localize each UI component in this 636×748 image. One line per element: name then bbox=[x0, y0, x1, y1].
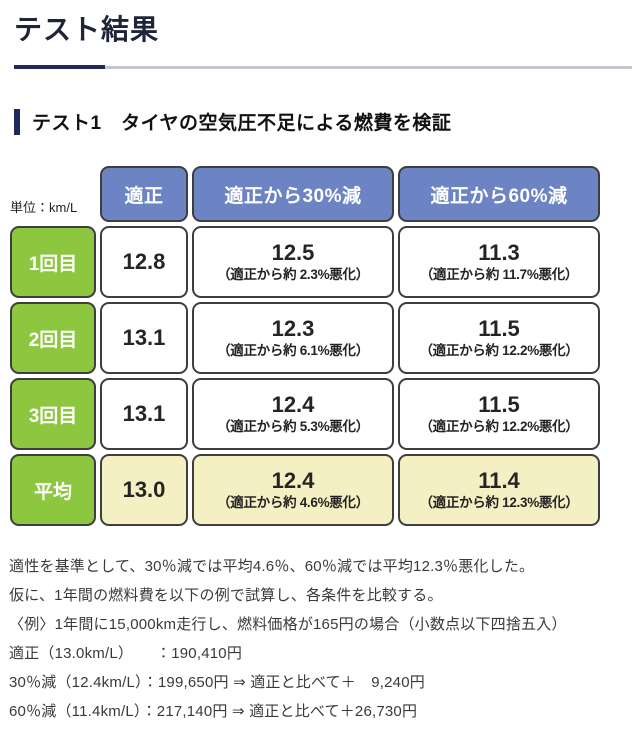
note-cost-proper: 適正（13.0km/L） ：190,410円 bbox=[9, 645, 243, 662]
value: 11.5 bbox=[478, 316, 520, 341]
section-heading: テスト1 タイヤの空気圧不足による燃費を検証 bbox=[14, 108, 451, 135]
column-header-minus30: 適正から30%減 bbox=[192, 166, 394, 222]
value-note: （適正から約 12.2%悪化） bbox=[419, 419, 579, 434]
page-title: テスト結果 bbox=[14, 14, 160, 45]
note-example-conditions: 〈例〉1年間に15,000km走行し、燃料価格が165円の場合（小数点以下四捨五… bbox=[9, 616, 567, 633]
table-cell-minus30-2: 12.3 （適正から約 6.1%悪化） bbox=[192, 302, 394, 374]
note-cost-minus30: 30％減（12.4km/L）：199,650円 ⇒ 適正と比べて＋ 9,240円 bbox=[9, 674, 425, 691]
value: 11.4 bbox=[478, 468, 520, 493]
value: 12.5 bbox=[271, 240, 315, 265]
value-note: （適正から約 12.2%悪化） bbox=[419, 343, 579, 358]
section-heading-text: テスト1 タイヤの空気圧不足による燃費を検証 bbox=[32, 113, 452, 134]
value-note: （適正から約 4.6%悪化） bbox=[217, 495, 369, 510]
table-cell-proper-3: 13.1 bbox=[100, 378, 188, 450]
unit-cell: 単位：km/L bbox=[10, 166, 96, 222]
table-cell-minus60-1: 11.3 （適正から約 11.7%悪化） bbox=[398, 226, 600, 298]
value: 13.1 bbox=[122, 401, 166, 426]
value-note: （適正から約 5.3%悪化） bbox=[217, 419, 369, 434]
table-cell-minus30-3: 12.4 （適正から約 5.3%悪化） bbox=[192, 378, 394, 450]
value-note: （適正から約 11.7%悪化） bbox=[419, 267, 579, 282]
title-underline-rest bbox=[105, 66, 632, 69]
value: 11.3 bbox=[478, 240, 520, 265]
value: 13.0 bbox=[122, 477, 166, 502]
value: 12.8 bbox=[122, 249, 166, 274]
table-cell-minus60-3: 11.5 （適正から約 12.2%悪化） bbox=[398, 378, 600, 450]
value: 12.3 bbox=[271, 316, 315, 341]
value: 12.4 bbox=[271, 468, 315, 493]
value-note: （適正から約 6.1%悪化） bbox=[217, 343, 369, 358]
value: 12.4 bbox=[271, 392, 315, 417]
note-summary: 適性を基準として、30％減では平均4.6％、60％減では平均12.3％悪化した。 bbox=[9, 558, 535, 575]
title-underline-accent bbox=[14, 65, 105, 69]
value-note: （適正から約 2.3%悪化） bbox=[217, 267, 369, 282]
table-cell-proper-2: 13.1 bbox=[100, 302, 188, 374]
column-header-minus60: 適正から60%減 bbox=[398, 166, 600, 222]
row-label-3: 3回目 bbox=[10, 378, 96, 450]
value: 13.1 bbox=[122, 325, 166, 350]
column-header-proper: 適正 bbox=[100, 166, 188, 222]
table-cell-proper-1: 12.8 bbox=[100, 226, 188, 298]
row-label-1: 1回目 bbox=[10, 226, 96, 298]
results-table: 単位：km/L 適正 適正から30%減 適正から60%減 1回目 12.8 12… bbox=[10, 166, 600, 526]
notes-block: 適性を基準として、30％減では平均4.6％、60％減では平均12.3％悪化した。… bbox=[9, 552, 629, 726]
value: 11.5 bbox=[478, 392, 520, 417]
section-accent-bar bbox=[14, 108, 20, 135]
row-label-average: 平均 bbox=[10, 454, 96, 526]
note-cost-minus60: 60％減（11.4km/L）：217,140円 ⇒ 適正と比べて＋26,730円 bbox=[9, 703, 418, 720]
table-cell-minus60-2: 11.5 （適正から約 12.2%悪化） bbox=[398, 302, 600, 374]
table-cell-minus60-average: 11.4 （適正から約 12.3%悪化） bbox=[398, 454, 600, 526]
table-cell-minus30-average: 12.4 （適正から約 4.6%悪化） bbox=[192, 454, 394, 526]
note-intro: 仮に、1年間の燃料費を以下の例で試算し、各条件を比較する。 bbox=[9, 587, 443, 604]
table-cell-minus30-1: 12.5 （適正から約 2.3%悪化） bbox=[192, 226, 394, 298]
title-underline bbox=[14, 65, 632, 69]
table-cell-proper-average: 13.0 bbox=[100, 454, 188, 526]
value-note: （適正から約 12.3%悪化） bbox=[419, 495, 579, 510]
unit-label: 単位：km/L bbox=[10, 200, 78, 215]
row-label-2: 2回目 bbox=[10, 302, 96, 374]
